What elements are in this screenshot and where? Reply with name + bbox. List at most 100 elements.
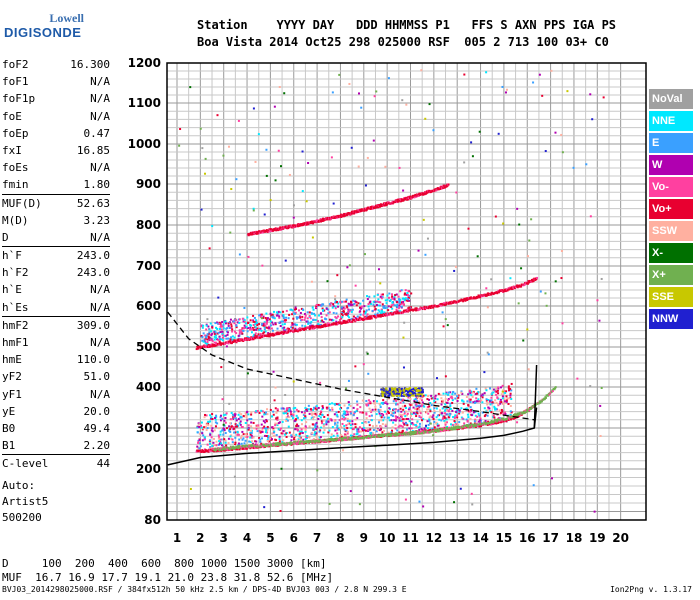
trace-point: [341, 437, 344, 440]
trace-point: [224, 446, 227, 449]
echo-point: [236, 321, 239, 324]
echo-point: [250, 413, 253, 416]
echo-point: [215, 326, 218, 329]
echo-point: [289, 409, 292, 412]
echo-point: [554, 131, 557, 134]
trace-point: [513, 287, 516, 290]
echo-point: [304, 430, 307, 433]
echo-point: [474, 400, 477, 403]
echo-point: [441, 311, 444, 314]
echo-point: [444, 375, 447, 378]
echo-point: [285, 309, 288, 312]
echo-point: [308, 314, 311, 317]
echo-point: [335, 312, 338, 315]
echo-point: [359, 430, 362, 433]
trace-point: [342, 321, 345, 324]
echo-point: [197, 439, 200, 442]
echo-point: [498, 416, 501, 419]
trace-point: [367, 435, 370, 438]
echo-point: [321, 422, 324, 425]
trace-point: [528, 281, 531, 284]
echo-point: [390, 419, 393, 422]
echo-point: [486, 306, 489, 309]
echo-point: [224, 439, 227, 442]
echo-point: [265, 411, 268, 414]
trace-point: [524, 282, 527, 285]
echo-point: [380, 293, 383, 296]
echo-point: [325, 314, 328, 317]
echo-point: [411, 390, 414, 393]
echo-point: [228, 326, 231, 329]
trace-point: [448, 426, 451, 429]
trace-point: [516, 284, 519, 287]
echo-point: [397, 393, 400, 396]
echo-point: [263, 506, 266, 509]
echo-point: [299, 438, 302, 441]
echo-point: [294, 428, 297, 431]
echo-point: [372, 400, 375, 403]
echo-point: [328, 303, 331, 306]
echo-point: [493, 388, 496, 391]
echo-point: [477, 412, 480, 415]
trace-point: [224, 448, 227, 451]
echo-point: [470, 414, 473, 417]
echo-point: [368, 424, 371, 427]
echo-point: [352, 414, 355, 417]
trace-point: [303, 328, 306, 331]
echo-point: [344, 435, 347, 438]
echo-point: [347, 401, 350, 404]
trace-point: [376, 434, 379, 437]
trace-point: [536, 276, 539, 279]
echo-point: [261, 426, 264, 429]
echo-point: [451, 423, 454, 426]
echo-point: [417, 249, 420, 252]
echo-point: [276, 422, 279, 425]
echo-point: [260, 317, 263, 320]
trace-point: [513, 285, 516, 288]
echo-point: [427, 427, 430, 430]
trace-point: [309, 441, 312, 444]
echo-point: [354, 426, 357, 429]
echo-point: [399, 290, 402, 293]
trace-point: [299, 441, 302, 444]
echo-point: [415, 415, 418, 418]
trace-point: [464, 426, 467, 429]
trace-point: [344, 436, 347, 439]
echo-point: [300, 423, 303, 426]
echo-point: [294, 306, 297, 309]
echo-point: [288, 313, 291, 316]
trace-point: [258, 231, 261, 234]
echo-point: [443, 415, 446, 418]
echo-point: [310, 320, 313, 323]
echo-point: [368, 407, 371, 410]
trace-point: [387, 314, 390, 317]
echo-point: [413, 398, 416, 401]
echo-point: [227, 324, 230, 327]
echo-point: [245, 416, 248, 419]
echo-point: [327, 431, 330, 434]
echo-point: [346, 432, 349, 435]
trace-point: [277, 442, 280, 445]
echo-point: [406, 391, 409, 394]
echo-point: [423, 405, 426, 408]
echo-point: [262, 316, 265, 319]
echo-point: [247, 413, 250, 416]
echo-point: [229, 430, 232, 433]
trace-point: [207, 450, 210, 453]
echo-point: [234, 417, 237, 420]
trace-point: [505, 288, 508, 291]
echo-point: [420, 393, 423, 396]
echo-point: [383, 311, 386, 314]
echo-point: [202, 332, 205, 335]
echo-point: [290, 434, 293, 437]
trace-point: [413, 432, 416, 435]
echo-point: [381, 296, 384, 299]
echo-point: [419, 397, 422, 400]
trace-point: [224, 342, 227, 345]
trace-point: [453, 300, 456, 303]
echo-point: [281, 420, 284, 423]
trace-point: [442, 302, 445, 305]
trace-point: [308, 328, 311, 331]
trace-point: [507, 418, 510, 421]
trace-point: [232, 446, 235, 449]
